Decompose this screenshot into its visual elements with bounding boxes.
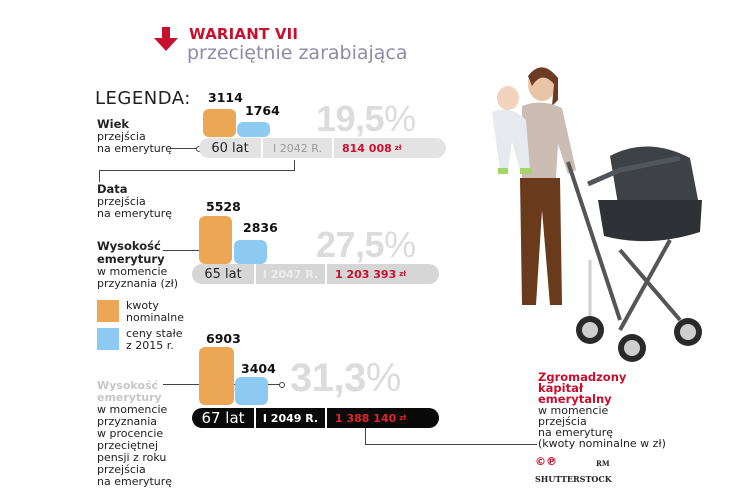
mother-with-stroller-photo	[492, 67, 702, 362]
row3-date: I 2049 R.	[256, 408, 325, 428]
rm-label: RM	[596, 459, 610, 468]
row2-nominal-value: 5528	[206, 199, 241, 214]
copyright-icon: ©℗	[535, 455, 557, 468]
date-connector-horiz	[99, 170, 294, 171]
legend-percent-label: Wysokość emerytury w momencie przyznania w …	[97, 379, 173, 488]
down-arrow-icon	[154, 27, 178, 51]
photo-credit: SHUTTERSTOCK	[535, 474, 612, 484]
row3-nominal-bar	[199, 347, 234, 405]
row3-fixed-bar	[235, 377, 268, 405]
row2-info-pill: 65 lat I 2047 R. 1 203 393 zł	[192, 264, 439, 284]
nominal-swatch	[97, 300, 119, 322]
row2-percent: 27,5%	[316, 224, 416, 265]
row1-nominal-bar	[203, 109, 236, 137]
row3-nominal-value: 6903	[206, 331, 241, 346]
row2-age: 65 lat	[192, 264, 254, 284]
row2-fixed-bar	[234, 240, 267, 264]
row1-nominal-value: 3114	[208, 90, 243, 105]
age-connector-line	[170, 148, 200, 149]
row1-fixed-bar	[237, 122, 270, 137]
row3-age: 67 lat	[192, 408, 254, 428]
legend-pension-label: Wysokość emerytury w momencie przyznania (z…	[97, 239, 179, 290]
row3-info-pill: 67 lat I 2049 R. 1 388 140 zł	[192, 408, 439, 428]
row2-date: I 2047 R.	[256, 264, 325, 284]
row3-capital: 1 388 140 zł	[327, 408, 439, 428]
legend-date-label: Data przejścia na emeryturę	[97, 182, 173, 220]
row1-age: 60 lat	[199, 138, 261, 158]
row1-capital: 814 008 zł	[334, 138, 446, 158]
percent-connector-dot	[279, 382, 285, 388]
row2-nominal-bar	[199, 216, 232, 264]
row2-fixed-value: 2836	[243, 220, 278, 235]
row2-capital: 1 203 393 zł	[327, 264, 439, 284]
date-connector-up	[294, 160, 295, 171]
variant-subtitle: przeciętnie zarabiająca	[187, 42, 408, 64]
row1-percent: 19,5%	[316, 98, 416, 139]
legend-age-label: Wiek przejścia na emeryturę	[97, 117, 173, 155]
row3-percent: 31,3%	[290, 356, 401, 400]
capital-legend-label: Zgromadzony kapitał emerytalny w momencie p…	[538, 370, 666, 450]
pension-connector-line	[163, 250, 207, 251]
row1-info-pill: 60 lat I 2042 R. 814 008 zł	[199, 138, 446, 158]
fixed-prices-swatch	[97, 328, 119, 350]
row3-fixed-value: 3404	[241, 361, 276, 376]
date-connector-vert	[99, 170, 100, 182]
fixed-prices-swatch-label: ceny stałe z 2015 r.	[126, 327, 183, 352]
legend-title: LEGENDA:	[95, 88, 191, 109]
row1-date: I 2042 R.	[263, 138, 332, 158]
variant-title: WARIANT VII	[189, 25, 299, 43]
capital-connector-horiz	[365, 444, 537, 445]
row1-fixed-value: 1764	[245, 103, 280, 118]
capital-connector-vert	[365, 428, 366, 444]
nominal-swatch-label: kwoty nominalne	[126, 299, 184, 324]
